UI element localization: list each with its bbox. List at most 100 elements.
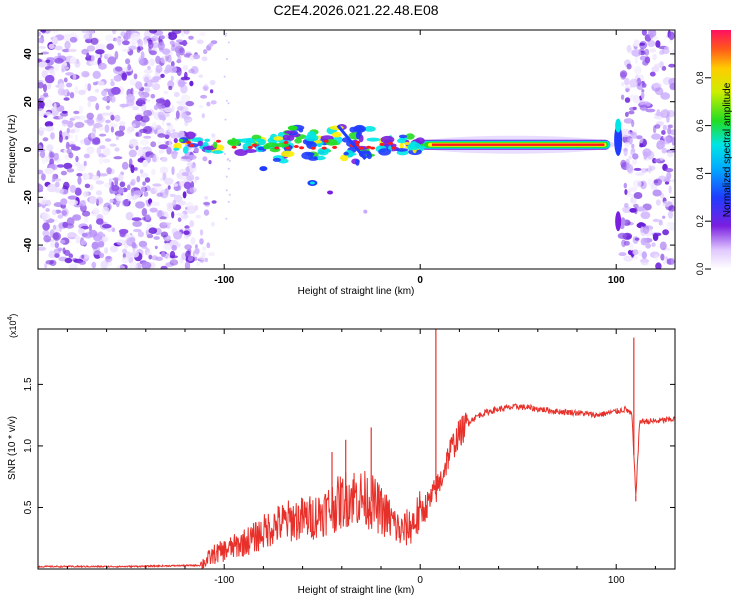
spectrogram-noise-speck (44, 74, 55, 84)
spectrogram-noise-speck (645, 242, 651, 249)
spectrogram-noise-speck (52, 219, 58, 223)
spectrogram-blob (391, 146, 397, 150)
spectrogram-noise-speck (657, 144, 662, 150)
spectrogram-blob (353, 124, 366, 133)
spectrogram-noise-speck (192, 54, 201, 60)
spectrogram-blob (178, 138, 184, 142)
spectrogram-noise-speck (151, 255, 158, 261)
spectrogram-noise-speck (44, 111, 52, 117)
spectrogram-noise-speck (175, 39, 184, 43)
spectrogram-noise-speck (651, 242, 656, 247)
spectrogram-noise-speck (49, 151, 55, 158)
spectrogram-noise-speck (72, 115, 81, 120)
spectrogram-noise-speck (152, 41, 159, 49)
spectrogram-noise-speck (655, 40, 661, 48)
spectrogram-noise-speck (164, 177, 174, 185)
spectrogram-noise-speck (140, 172, 149, 178)
spectrogram-noise-speck (115, 265, 126, 269)
snr-panel: -100 0 100 0.5 1.0 1.5 Height of straight li… (7, 314, 676, 596)
spectrogram-noise-speck (102, 147, 111, 156)
spectrogram-noise-speck (633, 167, 642, 171)
spectrogram-noise-speck (109, 143, 117, 147)
spectrogram-noise-speck (170, 75, 174, 82)
spectrogram-noise-speck (86, 146, 95, 154)
spectrogram-noise-speck (186, 205, 197, 214)
spectrogram-noise-speck (88, 224, 92, 232)
spectrogram-noise-speck (52, 232, 61, 241)
spectrogram-noise-speck (625, 111, 629, 117)
spectrogram-noise-speck (79, 200, 86, 207)
spectrogram-noise-speck (181, 156, 191, 160)
spectrogram-blob (379, 142, 385, 146)
spectrogram-noise-speck (74, 134, 79, 143)
spectrogram-noise-speck (188, 68, 195, 74)
spectrogram-noise-speck (632, 179, 642, 188)
spectrogram-noise-speck (155, 124, 162, 130)
spectrogram-noise-speck (63, 181, 70, 190)
spectrogram-blob (189, 144, 195, 147)
spectrogram-noise-speck (626, 63, 632, 70)
spectrogram-noise-speck (78, 260, 87, 265)
spectrogram-blob (378, 148, 391, 156)
spectrogram-noise-speck (194, 248, 200, 255)
spectrogram-noise-speck (57, 87, 65, 96)
spectrogram-burst (615, 211, 622, 232)
spectrogram-noise-speck (83, 153, 90, 159)
spectrogram-noise-speck (164, 99, 171, 108)
spectrogram-noise-speck (662, 124, 668, 131)
spectrogram-blob (257, 146, 265, 151)
spectrogram-noise-speck (180, 76, 191, 81)
spectrogram-noise-speck (148, 41, 154, 49)
spectrogram-blob (366, 137, 381, 142)
spectrogram-noise-speck (44, 263, 48, 269)
spectrogram-noise-speck (92, 81, 98, 86)
spectrogram-noise-speck (47, 84, 52, 90)
spectrogram-blob (247, 145, 253, 149)
spectrogram-noise-speck (169, 259, 179, 266)
spectrogram-noise-speck (641, 89, 645, 93)
spectrogram-noise-speck (78, 105, 83, 114)
spectrogram-noise-speck (136, 46, 141, 53)
spectrogram-noise-speck (159, 35, 165, 40)
spectrogram-noise-speck (62, 221, 69, 228)
snr-multiplier-close: ) (8, 314, 18, 317)
spectrogram-blob (399, 142, 404, 149)
spectrogram-noise-speck (141, 261, 152, 269)
spectrogram-noise-speck (77, 164, 86, 172)
spectrogram-noise-speck (183, 30, 190, 35)
spectrogram-noise-speck (154, 245, 158, 250)
spectrogram-noise-speck (131, 242, 137, 249)
spectrogram-noise-speck (211, 200, 217, 204)
spectrogram-noise-speck (140, 149, 148, 153)
snr-multiplier: (x104) (7, 314, 18, 338)
spectrogram-noise-speck (63, 77, 68, 83)
spectrogram-noise-speck (227, 102, 230, 105)
spectrogram-noise-speck (649, 48, 657, 53)
spectrogram-noise-speck (163, 90, 169, 95)
spectrogram-noise-speck (225, 175, 228, 178)
spectrogram-noise-speck (142, 159, 148, 168)
spectrogram-noise-speck (624, 141, 630, 148)
spectrogram-noise-speck (86, 118, 91, 125)
spectrogram-noise-speck (72, 214, 82, 221)
spectrogram-noise-speck (43, 84, 47, 93)
spectrogram-blob (273, 136, 284, 141)
spectrogram-blob (284, 130, 296, 134)
spectrogram-blob (242, 147, 247, 151)
spectrogram-noise-speck (41, 30, 46, 34)
spectrogram-noise-speck (167, 32, 178, 41)
spectrogram-noise-speck (96, 218, 104, 225)
spectrogram-noise-speck (227, 167, 230, 170)
spectrogram-noise-speck (113, 74, 122, 82)
spectrogram-y-tick-label: -40 (23, 237, 34, 252)
spectrogram-noise-speck (68, 134, 74, 138)
spectrogram-noise-speck (42, 222, 50, 231)
spectrogram-noise-speck (209, 89, 214, 94)
spectrogram-noise-speck (40, 150, 46, 158)
spectrogram-noise-speck (113, 156, 123, 160)
spectrogram-noise-speck (167, 125, 174, 133)
spectrogram-noise-speck (57, 214, 64, 219)
spectrogram-noise-speck (132, 123, 136, 128)
spectrogram-noise-speck (227, 157, 230, 160)
